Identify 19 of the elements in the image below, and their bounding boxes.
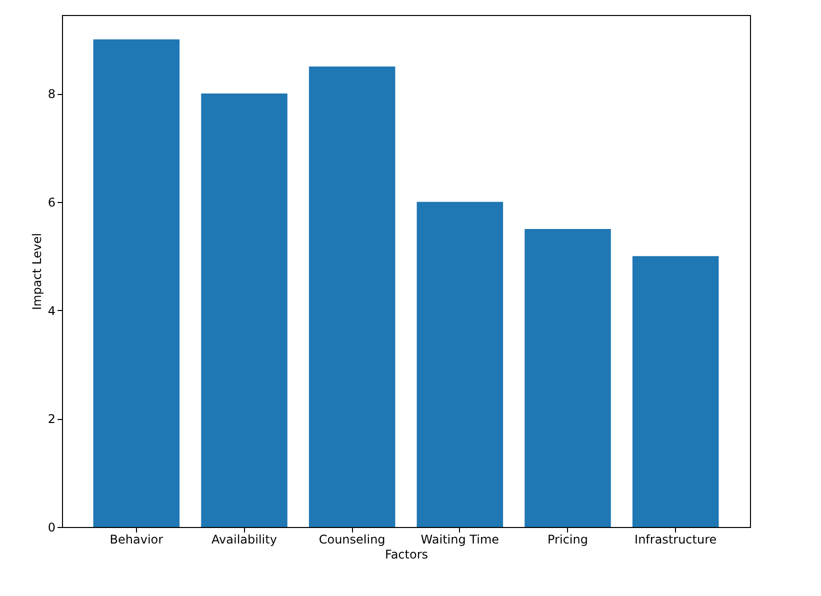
y-tick-label: 0 bbox=[48, 520, 56, 534]
bar bbox=[524, 229, 611, 527]
x-tick-label: Pricing bbox=[548, 532, 588, 546]
y-tick-label: 4 bbox=[48, 304, 56, 318]
y-tick-label: 6 bbox=[48, 195, 56, 210]
x-tick-label: Behavior bbox=[110, 532, 164, 546]
x-tick-label: Waiting Time bbox=[420, 532, 500, 546]
y-tick-label: 2 bbox=[48, 412, 56, 426]
bar bbox=[632, 256, 719, 527]
bar bbox=[201, 94, 288, 527]
x-tick-label: Counseling bbox=[318, 532, 386, 546]
bar bbox=[308, 66, 396, 527]
bar bbox=[416, 202, 504, 527]
bar bbox=[93, 39, 180, 527]
y-axis-title: Impact Level bbox=[30, 233, 44, 310]
x-tick-label: Infrastructure bbox=[634, 532, 717, 546]
y-tick-label: 8 bbox=[48, 87, 56, 102]
x-axis-title: Factors bbox=[385, 548, 428, 562]
x-tick-label: Availability bbox=[212, 532, 277, 546]
